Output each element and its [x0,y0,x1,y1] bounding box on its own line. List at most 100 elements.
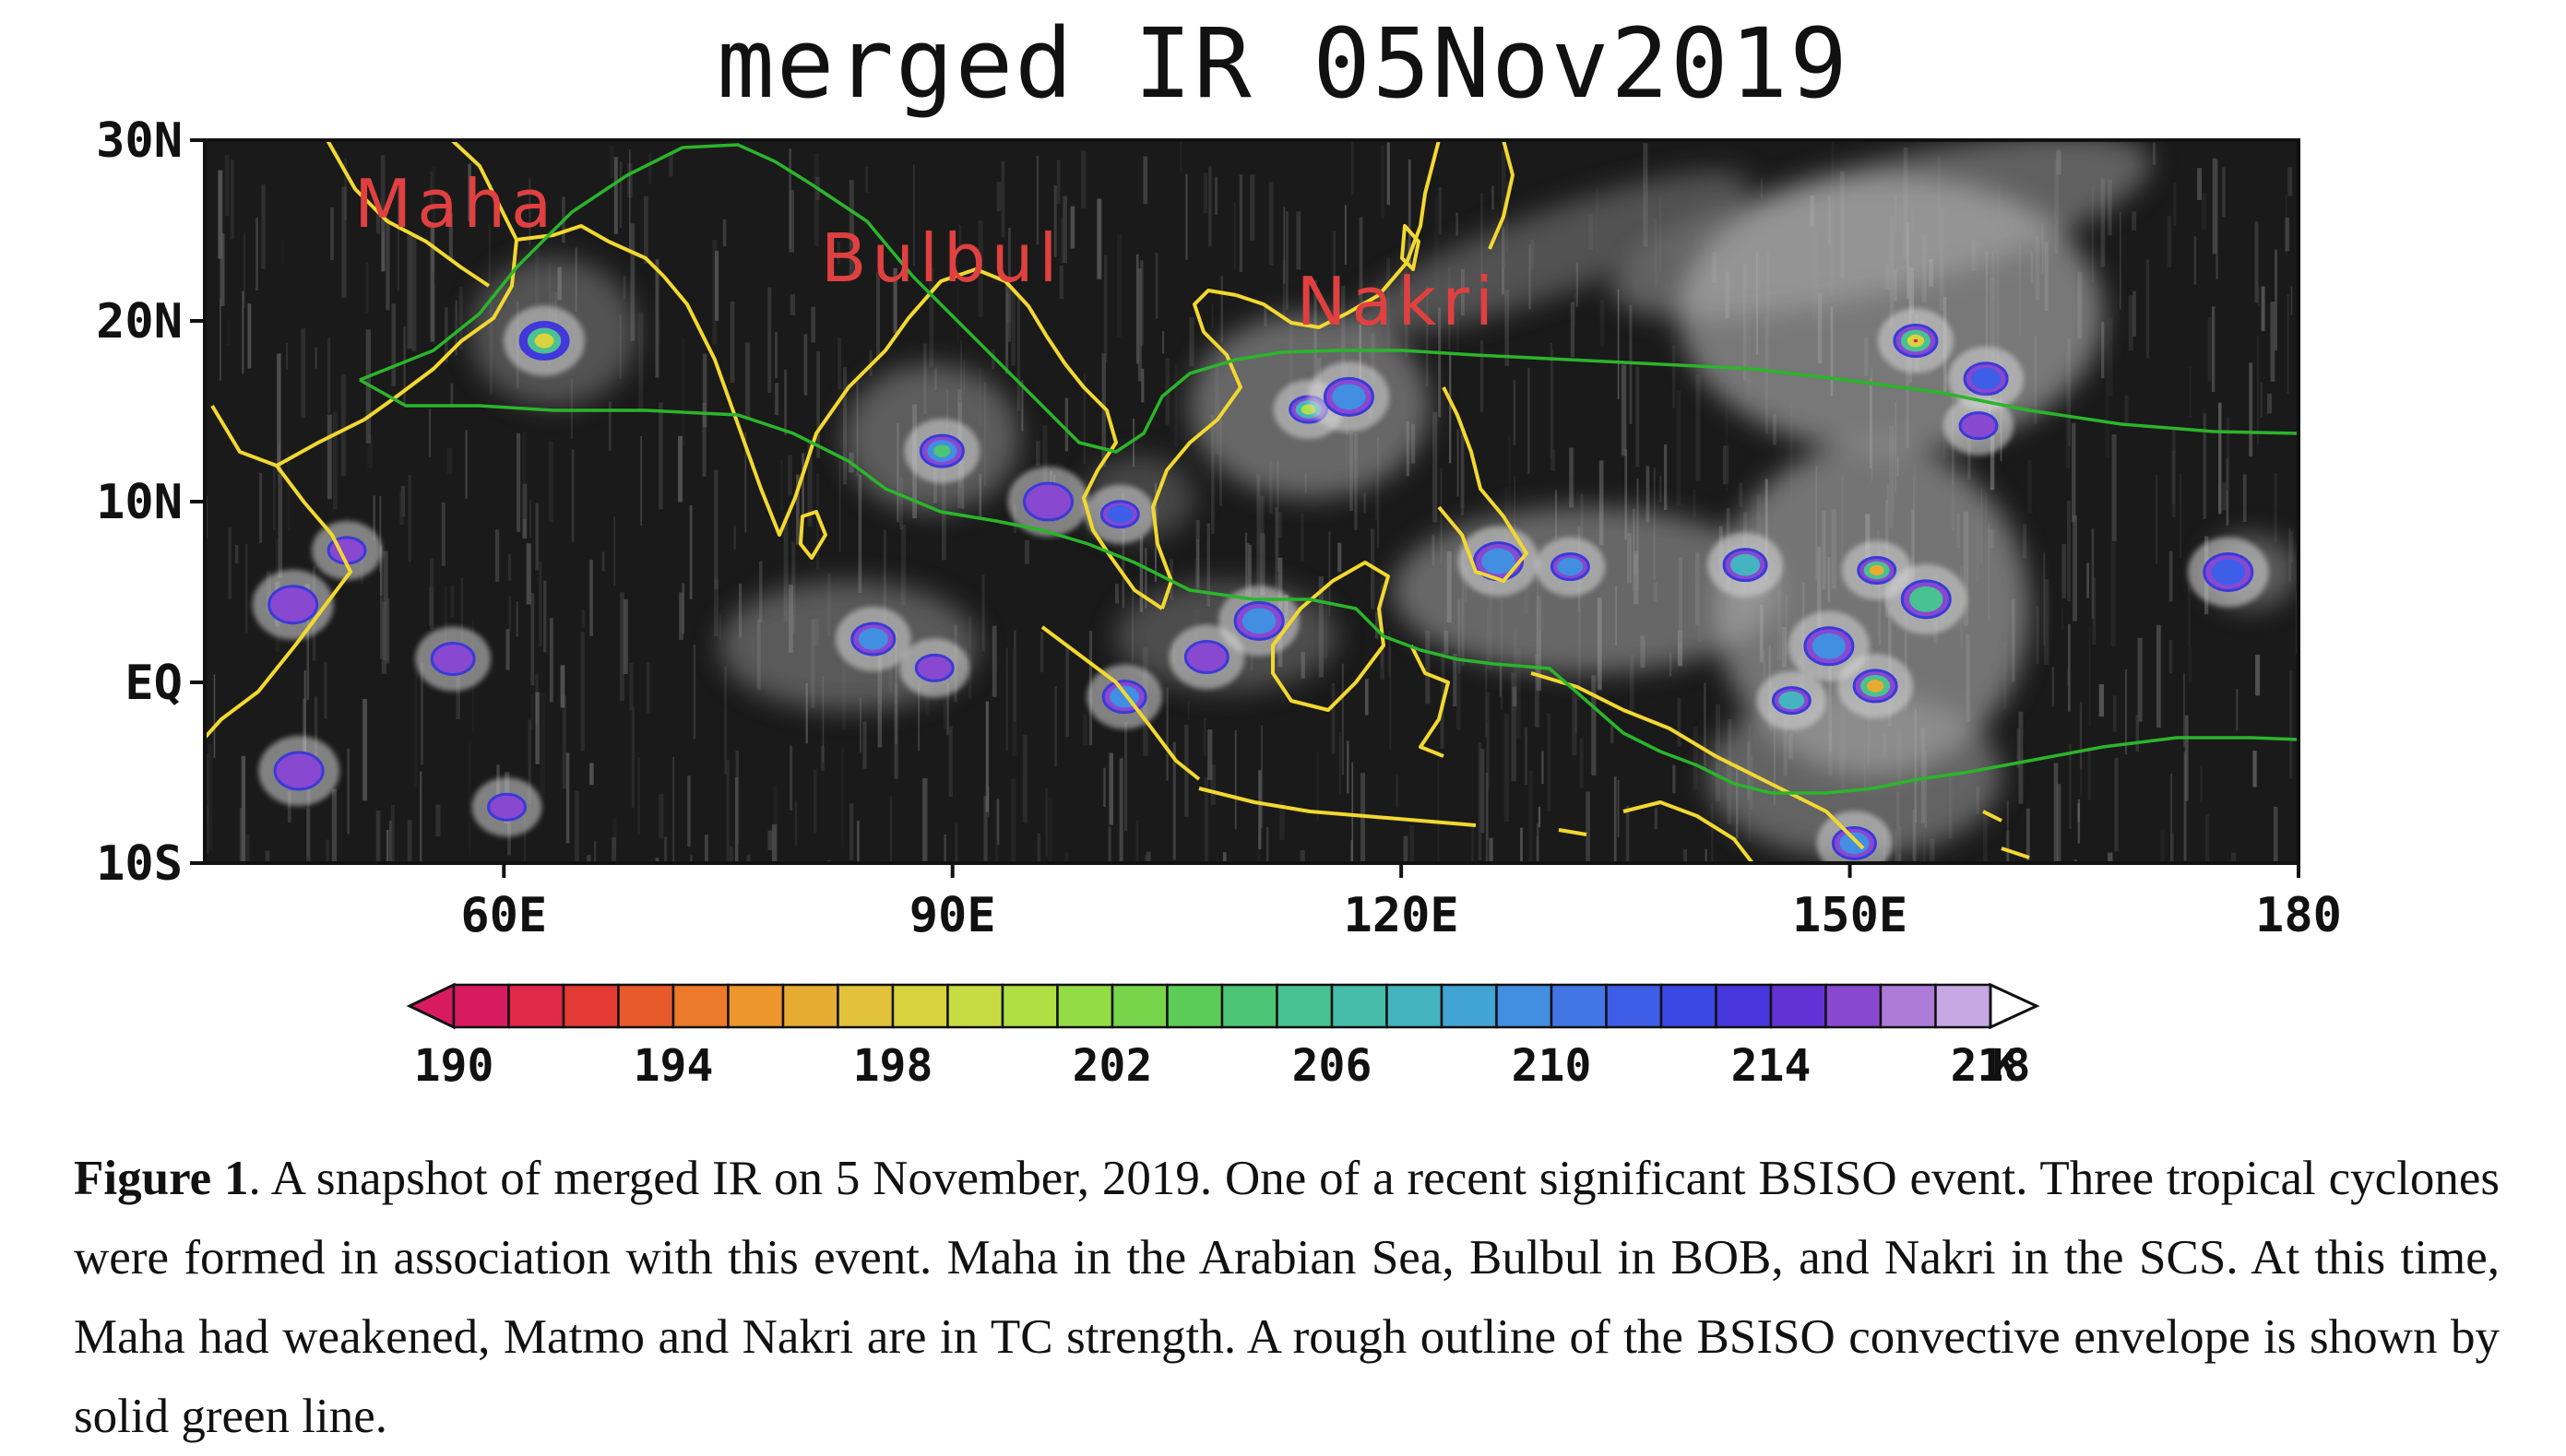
texture-streak [1386,142,1390,206]
texture-streak [2168,640,2173,674]
colorbar-swatch [562,983,620,1029]
texture-streak [450,383,454,408]
texture-streak [2087,747,2091,800]
storm-label-nakri: Nakri [1297,263,1499,340]
texture-streak [1683,849,1687,863]
texture-streak [2051,667,2054,707]
cloud-contour [267,585,319,625]
bsiso-envelope [359,143,2299,795]
texture-streak [1155,253,1158,319]
texture-streak [1054,686,1057,767]
colorbar-tick-label: 202 [1073,1040,1153,1092]
texture-streak [664,836,668,863]
texture-streak [1256,474,1261,587]
texture-streak [391,303,397,386]
texture-streak [516,601,518,637]
texture-streak [2212,158,2217,255]
coast-java [1198,787,1477,827]
texture-streak [468,163,471,222]
texture-streak [1145,548,1147,609]
colorbar-tick-label: 218 [1951,1040,2031,1092]
coast-taiwan [1400,224,1420,271]
texture-streak [589,560,593,636]
colorbar-tick-label: 206 [1292,1040,1372,1092]
texture-streak [981,574,985,652]
texture-streak [429,586,434,626]
coastlines [205,140,2030,863]
texture-streak [1172,741,1176,860]
texture-streak [712,240,718,345]
texture-streak [637,756,640,835]
texture-streak [1063,195,1067,264]
texture-streak [347,748,350,835]
texture-streak [1282,259,1286,320]
coast-pacific-islands [1558,810,2030,859]
texture-streak [1350,840,1353,863]
texture-streak [1264,304,1267,326]
texture-streak [1617,289,1620,400]
texture-streak [802,453,804,518]
texture-streak [1203,717,1206,756]
texture-streak [929,267,934,368]
texture-streak [1109,752,1113,825]
convective-cell [471,777,542,837]
texture-streak [843,367,848,485]
texture-streak [1211,415,1215,534]
storm-labels: Maha Bulbul Nakri [354,165,1499,340]
texture-streak [2091,528,2095,619]
texture-streak [286,343,289,370]
texture-streak [1645,466,1650,523]
texture-streak [1508,434,1511,524]
texture-streak [1534,654,1539,728]
texture-streak [2027,459,2032,514]
convective-cell [1169,624,1245,690]
texture-streak [958,224,962,251]
texture-streak [2261,286,2265,332]
texture-streak [535,692,540,764]
colorbar-swatch [452,983,510,1029]
texture-streak [540,692,545,795]
texture-streak [1145,855,1146,863]
texture-streak [242,290,244,374]
texture-streak [1479,340,1484,412]
texture-streak [1389,645,1392,750]
texture-streak [826,860,831,863]
texture-streak [1547,713,1551,812]
texture-streak [1259,495,1265,550]
texture-streak [327,337,331,414]
colorbar-swatch [1934,983,1992,1029]
texture-streak [2005,831,2010,863]
texture-streak [380,155,386,232]
texture-streak [1456,673,1461,730]
texture-streak [2226,458,2229,526]
texture-streak [1624,449,1628,540]
texture-streak [2072,422,2076,523]
texture-streak [2125,669,2127,755]
texture-streak [1579,738,1584,788]
texture-streak [517,432,521,532]
texture-streak [1115,584,1119,604]
texture-streak [620,592,624,702]
texture-streak [726,760,730,861]
texture-streak [1536,835,1539,863]
colorbar-tick-label: 210 [1512,1040,1592,1092]
texture-streak [775,383,778,416]
texture-streak [344,158,347,220]
texture-streak [807,441,813,527]
texture-streak [2252,751,2257,787]
texture-streak [1629,304,1633,424]
texture-streak [1277,460,1279,572]
texture-streak [213,674,216,758]
texture-streak [613,157,618,234]
texture-streak [1268,182,1274,266]
texture-streak [1625,805,1630,863]
texture-streak [1377,437,1380,549]
texture-streak [2254,221,2259,303]
colorbar-swatch [837,983,895,1029]
texture-streak [386,218,390,311]
colorbar-swatch [617,983,675,1029]
texture-streak [1215,176,1218,215]
texture-streak [2159,829,2165,863]
texture-streak [1573,293,1576,327]
texture-streak [1101,353,1106,468]
